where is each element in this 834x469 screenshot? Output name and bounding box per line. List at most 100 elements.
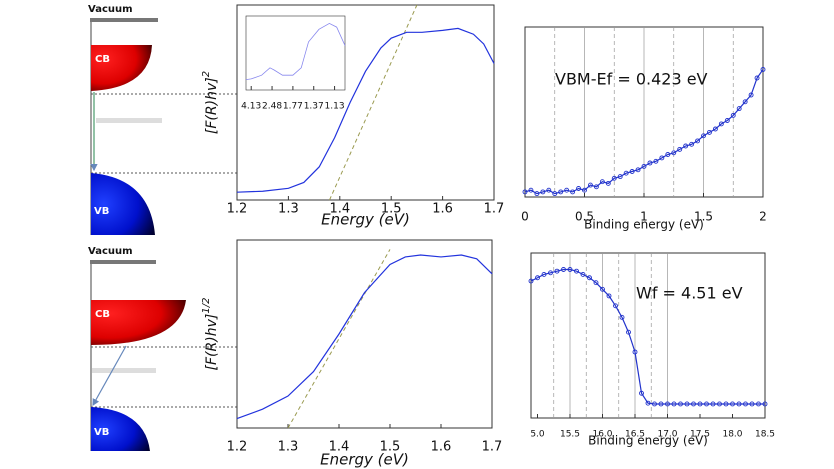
data-point xyxy=(641,163,647,169)
data-point xyxy=(599,179,605,185)
data-point xyxy=(588,182,593,188)
data-point xyxy=(665,401,670,407)
x-tick-label: 1.7 xyxy=(484,202,505,217)
data-point xyxy=(554,268,560,274)
x-tick-label: 1.2 xyxy=(227,202,248,217)
vacuum-label: Vacuum xyxy=(88,246,133,257)
y-axis-label-main: [F(R)hv] xyxy=(204,77,220,134)
x-tick-label: 0 xyxy=(521,210,529,224)
plot-frame xyxy=(236,239,493,429)
data-point xyxy=(756,401,761,407)
vacuum-label: Vacuum xyxy=(88,4,133,15)
data-point xyxy=(528,278,534,284)
data-point xyxy=(647,160,653,166)
data-point xyxy=(558,189,564,195)
x-axis-label: Binding energy (eV) xyxy=(584,218,704,232)
data-point xyxy=(691,401,696,407)
data-point xyxy=(658,401,664,407)
y-axis-label-sup: 1/2 xyxy=(201,298,212,314)
vb-band xyxy=(91,407,150,451)
data-point xyxy=(600,286,605,292)
data-point xyxy=(652,401,657,407)
x-axis-label: Energy (eV) xyxy=(321,211,410,229)
level-bar xyxy=(92,368,156,373)
data-point xyxy=(717,401,722,407)
plot-frame xyxy=(530,252,766,419)
y-axis-label-sup: 2 xyxy=(201,71,212,77)
annotation: VBM-Ef = 0.423 eV xyxy=(555,70,708,89)
data-point xyxy=(697,401,703,407)
data-point xyxy=(754,75,760,81)
x-tick-label: 1.5 xyxy=(380,440,401,455)
x-tick-label: 17.5 xyxy=(690,430,710,440)
data-point xyxy=(632,349,638,355)
cb-band xyxy=(91,300,186,345)
data-point xyxy=(665,152,671,157)
data-line xyxy=(245,22,346,81)
x-tick-label: 18.0 xyxy=(722,430,742,440)
data-point xyxy=(552,191,558,197)
transition-arrow xyxy=(92,345,127,407)
data-point xyxy=(534,191,540,197)
vb-band xyxy=(91,173,155,235)
band-diagram: Vacuum CB VB xyxy=(88,4,237,235)
data-point xyxy=(683,143,689,149)
data-point xyxy=(723,401,729,407)
data-point xyxy=(576,186,581,191)
cb-label: CB xyxy=(95,54,110,65)
data-point xyxy=(742,99,748,105)
data-point xyxy=(671,401,677,407)
x-axis-label: Energy (eV) xyxy=(320,451,409,469)
data-point xyxy=(748,92,754,98)
x-tick-label: 16.5 xyxy=(625,430,645,440)
data-point xyxy=(707,129,712,135)
annotation: Wf = 4.51 eV xyxy=(636,284,743,303)
data-point xyxy=(749,401,755,407)
x-tick-label: 1.5 xyxy=(381,202,402,217)
data-point xyxy=(760,67,766,72)
data-point xyxy=(712,126,718,132)
cb-label: CB xyxy=(95,309,110,320)
data-point xyxy=(582,187,587,193)
data-point xyxy=(570,189,576,195)
y-axis-label: [F(R)hv]1/2 xyxy=(201,298,220,371)
data-point xyxy=(546,187,552,193)
plot-frame xyxy=(245,15,346,91)
data-point xyxy=(678,401,683,407)
x-tick-label: 2 xyxy=(759,210,767,224)
x-tick-label: 1.3 xyxy=(278,440,299,455)
data-point xyxy=(635,167,641,173)
x-tick-label: 1.13 xyxy=(325,102,345,112)
x-tick-label: 1.4 xyxy=(329,202,350,217)
data-point xyxy=(730,401,735,407)
vb-label: VB xyxy=(94,206,109,217)
data-point xyxy=(535,275,540,281)
data-point xyxy=(695,138,700,144)
data-point xyxy=(629,169,635,174)
data-point xyxy=(623,170,629,176)
data-point xyxy=(645,400,651,406)
data-point xyxy=(528,187,534,193)
data-point xyxy=(704,401,709,407)
data-point xyxy=(564,187,570,193)
data-point xyxy=(653,158,659,164)
data-point xyxy=(724,118,730,123)
data-point xyxy=(611,175,617,181)
x-tick-label: 1 xyxy=(640,210,648,224)
data-point xyxy=(762,401,768,407)
data-point xyxy=(605,180,611,186)
data-point xyxy=(736,401,742,407)
data-point xyxy=(587,275,592,281)
x-tick-label: 1.7 xyxy=(482,440,503,455)
data-point xyxy=(548,270,553,276)
data-point xyxy=(626,329,631,335)
x-tick-label: 0.5 xyxy=(575,210,594,224)
data-point xyxy=(561,267,566,272)
data-point xyxy=(593,280,599,286)
band-diagram: Vacuum CB VB xyxy=(88,246,237,451)
data-point xyxy=(522,189,528,195)
data-point xyxy=(540,189,546,195)
x-tick-label: 1.6 xyxy=(431,440,452,455)
cb-band xyxy=(91,45,152,91)
data-point xyxy=(574,268,579,274)
